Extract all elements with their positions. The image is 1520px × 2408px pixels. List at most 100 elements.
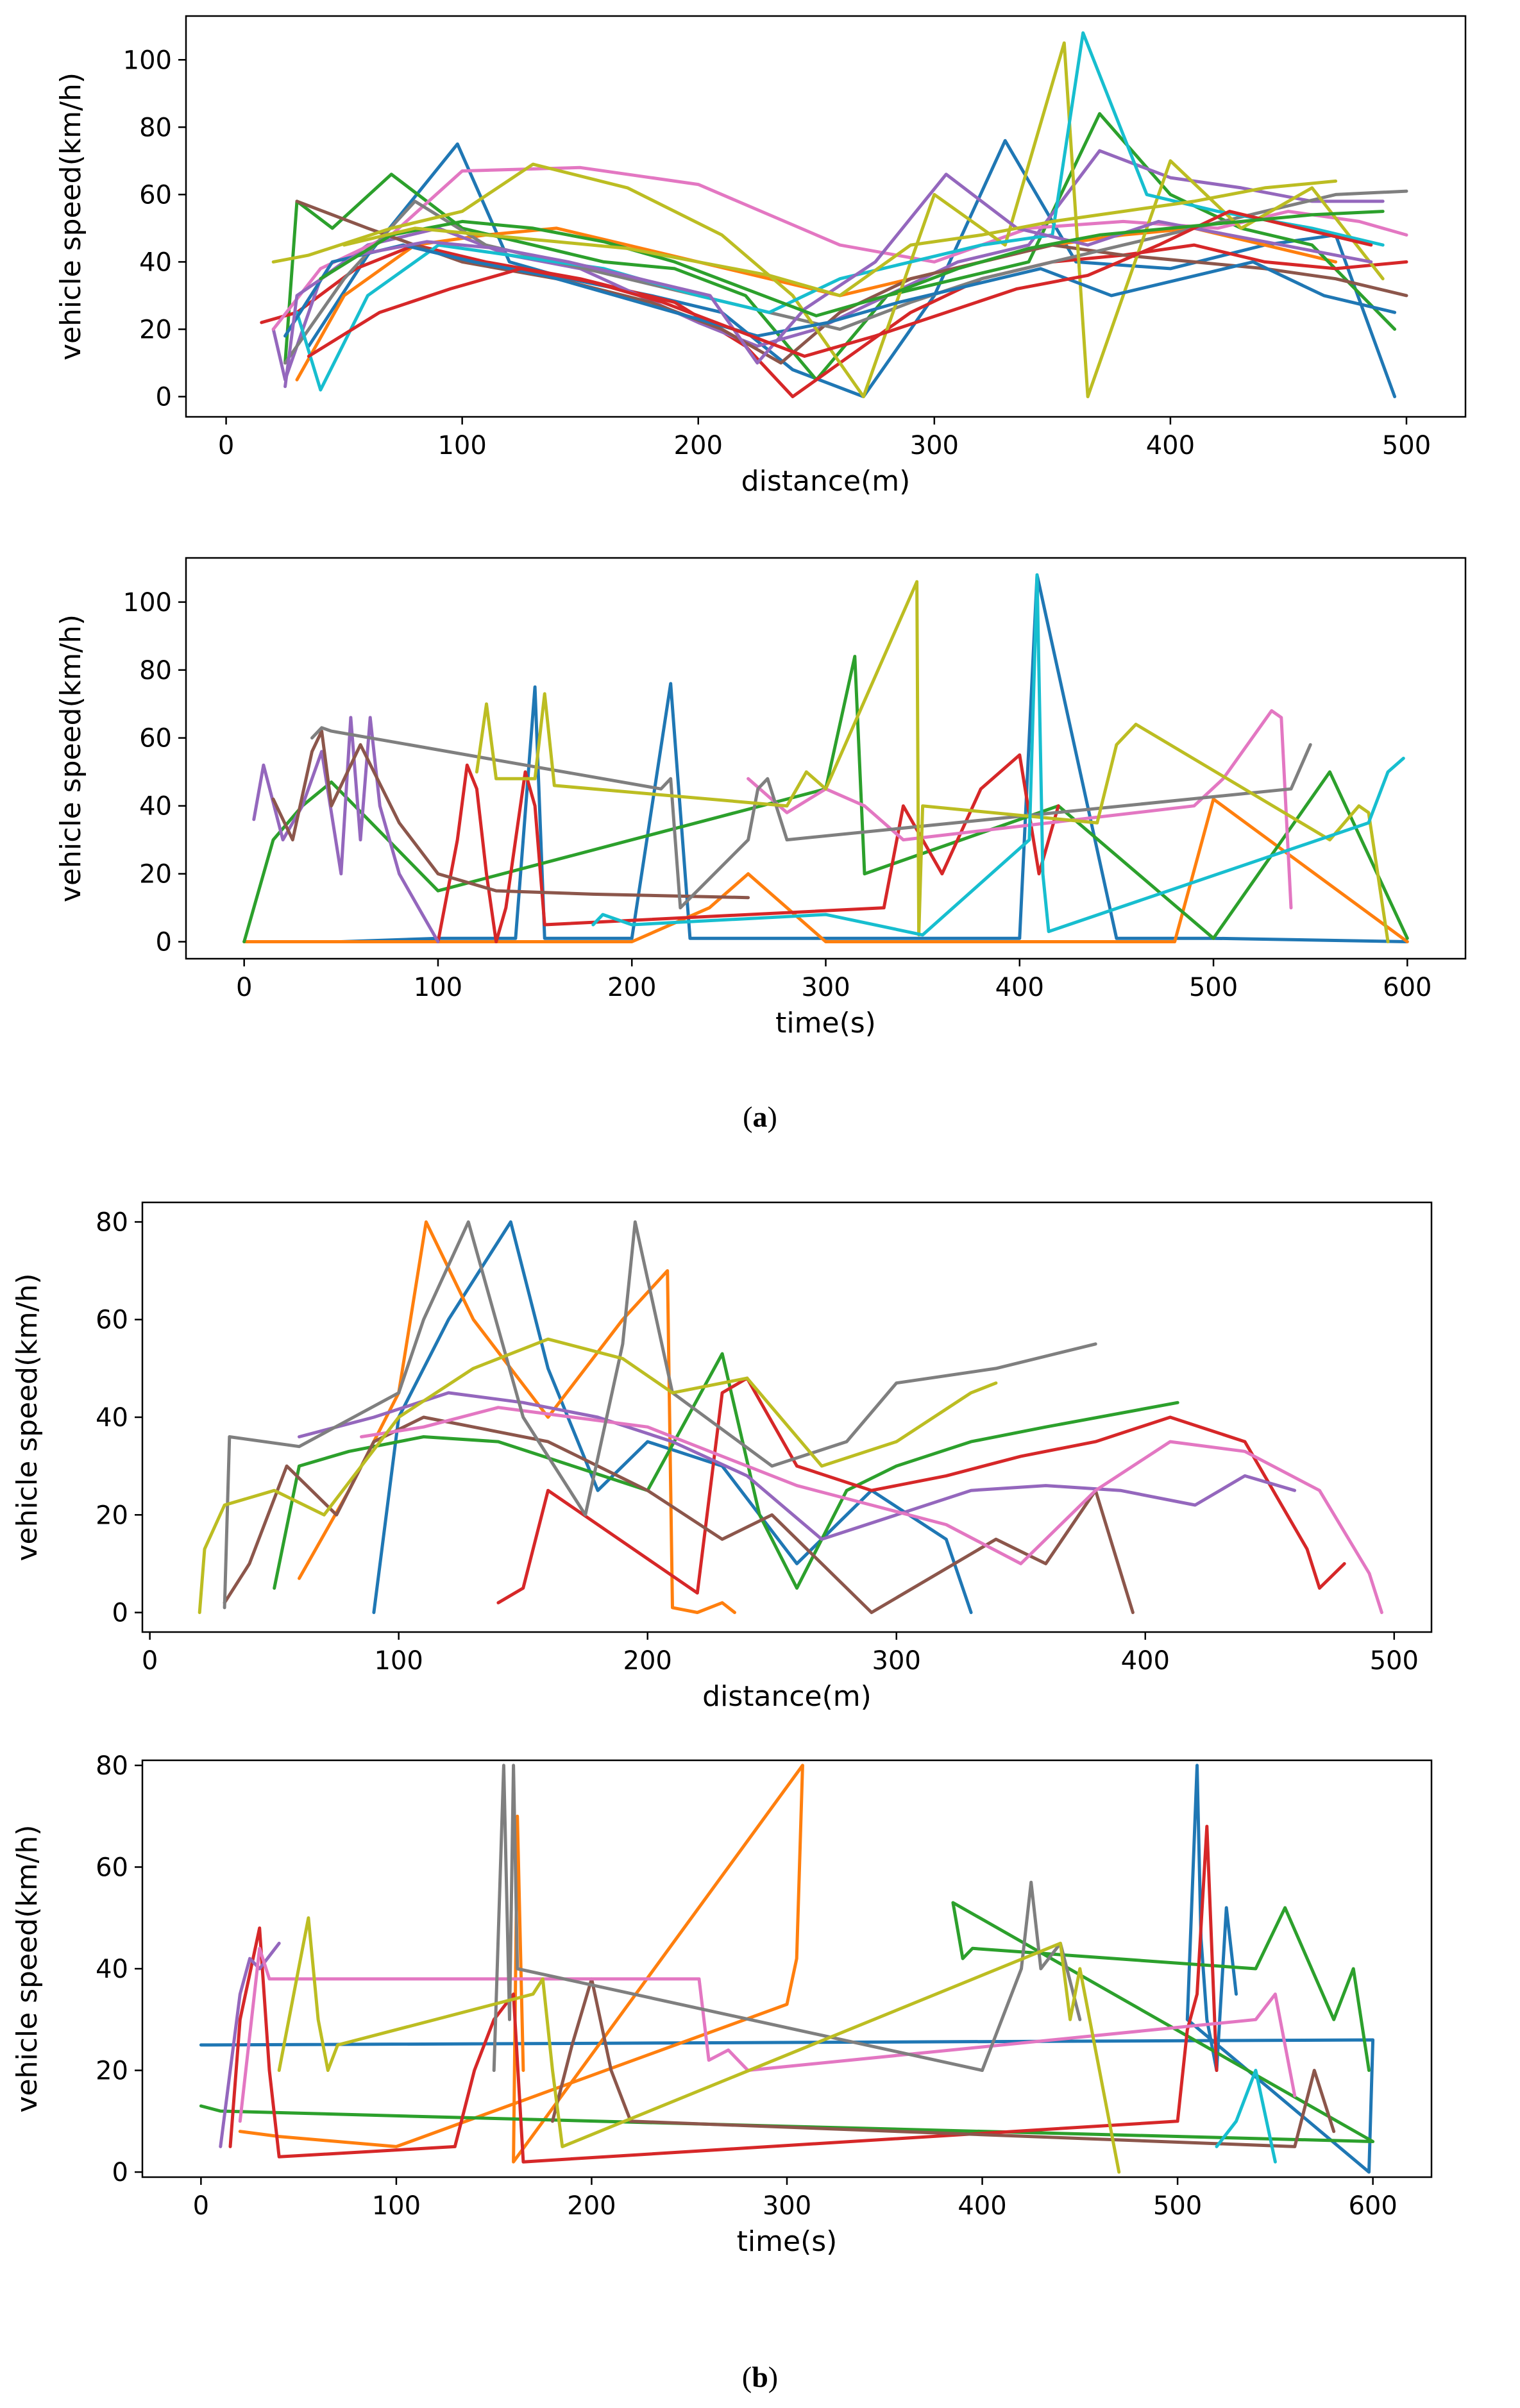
y-axis-label: vehicle speed(km/h) <box>11 1273 44 1561</box>
series-line-6 <box>271 729 750 900</box>
y-tick-label: 80 <box>96 1751 128 1781</box>
x-tick-label: 500 <box>1189 973 1238 1002</box>
plot-a-top: 0 100 200 300 400 500 0 20 40 60 80 100 distance(m) v… <box>55 15 1467 498</box>
series-line-12 <box>283 173 1373 389</box>
series-line-2 <box>295 226 1338 382</box>
x-tick-label: 300 <box>910 431 959 460</box>
series-line-4 <box>260 243 1408 398</box>
y-tick-label: 80 <box>139 113 172 142</box>
series-line-1 <box>372 1220 973 1614</box>
series-line-4 <box>436 753 1060 943</box>
y-tick-label: 0 <box>156 928 172 957</box>
y-tick-label: 40 <box>139 792 172 821</box>
x-tick-label: 100 <box>437 431 486 460</box>
series-line-3 <box>242 655 1409 943</box>
series-line-10 <box>295 31 1385 392</box>
y-axis-label: vehicle speed(km/h) <box>55 614 87 902</box>
x-tick-label: 200 <box>607 973 656 1002</box>
plot-b-bottom: 0 100 200 300 400 500 600 0 20 40 60 80 time(s) vehic… <box>11 1751 1433 2258</box>
y-tick-label: 40 <box>139 248 172 277</box>
y-tick-label: 20 <box>96 2057 128 2086</box>
x-tick-label: 400 <box>995 973 1044 1002</box>
series-line-1 <box>307 139 1397 398</box>
x-axis-label: distance(m) <box>702 1680 872 1713</box>
series-line-4 <box>496 1376 1346 1604</box>
x-tick-label: 200 <box>623 1646 672 1676</box>
x-axis-label: time(s) <box>775 1007 876 1040</box>
x-tick-label: 400 <box>1146 431 1195 460</box>
x-tick-label: 0 <box>142 1646 158 1676</box>
series-line-10 <box>591 573 1405 937</box>
x-tick-label: 600 <box>1348 2191 1397 2221</box>
y-tick-label: 0 <box>156 382 172 412</box>
y-tick-label: 80 <box>139 656 172 686</box>
x-tick-label: 400 <box>958 2191 1006 2221</box>
series-line-9 <box>271 41 1385 398</box>
series-line-2 <box>242 797 1409 943</box>
x-tick-label: 500 <box>1370 1646 1419 1676</box>
axes-frame <box>185 557 1467 960</box>
series-group <box>242 573 1409 943</box>
series-line-6 <box>295 199 1408 365</box>
series-line-9 <box>198 1337 998 1614</box>
y-tick-label: 40 <box>96 1955 128 1984</box>
series-line-15 <box>342 179 1338 298</box>
series-line-1 <box>242 573 1409 943</box>
y-tick-label: 100 <box>123 46 172 75</box>
y-tick-label: 0 <box>112 2158 128 2187</box>
series-line-3 <box>273 1352 1179 1590</box>
x-tick-label: 200 <box>567 2191 616 2221</box>
y-tick-label: 100 <box>123 588 172 618</box>
series-line-14 <box>319 210 1385 317</box>
x-tick-label: 100 <box>374 1646 423 1676</box>
series-line-3 <box>199 1901 1375 2143</box>
x-tick-label: 100 <box>372 2191 421 2221</box>
series-line-9 <box>277 1916 1121 2174</box>
x-tick-label: 300 <box>763 2191 811 2221</box>
y-tick-label: 80 <box>96 1208 128 1237</box>
x-axis-label: time(s) <box>737 2225 838 2258</box>
x-tick-label: 600 <box>1383 973 1431 1002</box>
plot-a-bottom: 0 100 200 300 400 500 600 0 20 40 60 80 100 time(s) ve… <box>55 557 1467 1040</box>
x-tick-label: 0 <box>193 2191 209 2221</box>
panel-label-a: (a) <box>743 1100 777 1133</box>
series-line-6 <box>551 1977 1336 2148</box>
series-line-8 <box>223 1220 1097 1610</box>
y-tick-label: 20 <box>139 860 172 889</box>
series-line-13 <box>307 210 1373 358</box>
series-line-5 <box>252 716 440 943</box>
series-line-5 <box>219 1941 281 2148</box>
x-tick-label: 400 <box>1121 1646 1170 1676</box>
series-line-7 <box>238 1946 1297 2123</box>
y-tick-label: 40 <box>96 1403 128 1433</box>
series-line-7 <box>747 709 1293 910</box>
plot-b-top: 0 100 200 300 400 500 0 20 40 60 80 distance(m) vehi… <box>11 1201 1433 1713</box>
x-axis-label: distance(m) <box>741 465 911 498</box>
series-line-2 <box>298 1220 736 1614</box>
panel-label-b: (b) <box>741 2361 779 2393</box>
x-tick-label: 500 <box>1382 431 1431 460</box>
series-group <box>260 31 1408 398</box>
series-line-1 <box>199 1764 1375 2174</box>
x-tick-label: 200 <box>674 431 723 460</box>
y-tick-label: 0 <box>112 1599 128 1628</box>
series-line-11 <box>283 243 1397 338</box>
y-axis-label: vehicle speed(km/h) <box>11 1824 44 2112</box>
series-line-9 <box>475 580 1390 943</box>
series-line-5 <box>298 1391 1297 1541</box>
series-group <box>199 1764 1375 2174</box>
y-tick-label: 60 <box>139 180 172 210</box>
x-tick-label: 300 <box>872 1646 921 1676</box>
axes-frame <box>185 15 1467 418</box>
y-tick-label: 20 <box>139 315 172 344</box>
y-tick-label: 60 <box>139 724 172 754</box>
series-line-8 <box>310 726 1312 910</box>
x-tick-label: 300 <box>801 973 850 1002</box>
series-line-4 <box>228 1824 1219 2164</box>
y-tick-label: 20 <box>96 1501 128 1530</box>
series-line-10 <box>1215 2069 1277 2164</box>
series-line-7 <box>360 1406 1383 1614</box>
x-tick-label: 0 <box>236 973 252 1002</box>
y-axis-label: vehicle speed(km/h) <box>55 72 87 360</box>
